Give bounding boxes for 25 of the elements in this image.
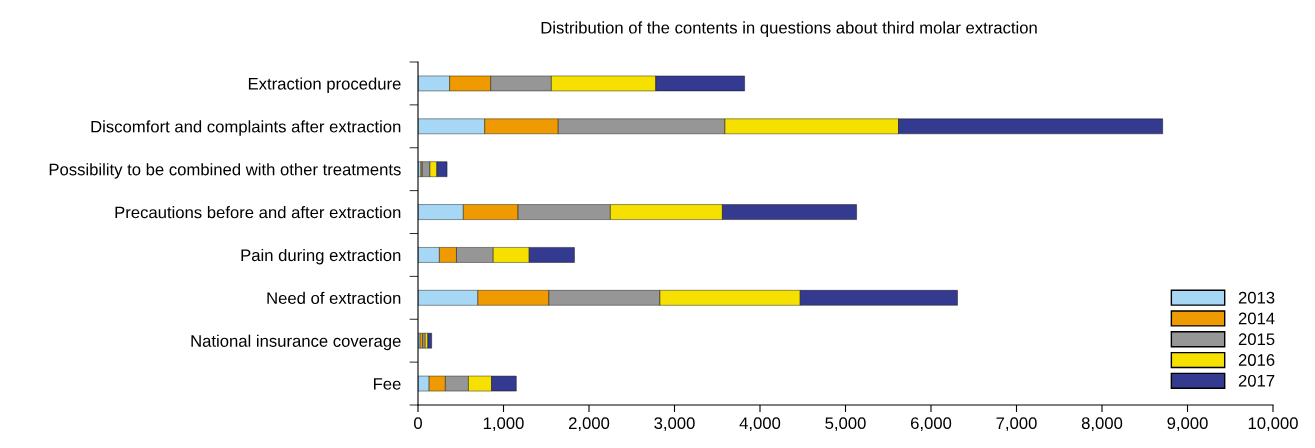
legend-label: 2015 bbox=[1238, 333, 1275, 346]
y-tick-label: Pain during extraction bbox=[241, 248, 401, 265]
legend-label: 2014 bbox=[1238, 312, 1275, 325]
x-tick-label: 3,000 bbox=[654, 417, 695, 432]
x-tick-label: 4,000 bbox=[739, 417, 781, 432]
x-tick-label: 0 bbox=[414, 417, 422, 430]
y-tick-label: Need of extraction bbox=[267, 291, 401, 305]
y-tick-label: Fee bbox=[373, 378, 401, 390]
y-tick-label: National insurance coverage bbox=[191, 334, 401, 351]
legend-label: 2013 bbox=[1238, 291, 1275, 304]
x-tick-label: 6,000 bbox=[910, 417, 952, 432]
x-tick-label: 5,000 bbox=[825, 417, 866, 432]
y-tick-label: Possibility to be combined with other treatments bbox=[49, 163, 401, 179]
chart-title: Distribution of the contents in questions about third molar extraction bbox=[541, 21, 1037, 37]
y-tick-label: Precautions before and after extraction bbox=[115, 206, 401, 219]
x-tick-label: 9,000 bbox=[1167, 417, 1208, 432]
y-tick-label: Discomfort and complaints after extraction bbox=[91, 120, 401, 136]
x-tick-label: 2,000 bbox=[568, 417, 610, 432]
x-tick-label: 7,000 bbox=[996, 417, 1037, 432]
x-tick-label: 8,000 bbox=[1081, 417, 1123, 432]
x-tick-label: 10,000 bbox=[1248, 417, 1298, 432]
legend-label: 2017 bbox=[1238, 374, 1275, 387]
y-tick-label: Extraction procedure bbox=[248, 77, 401, 93]
legend-label: 2016 bbox=[1238, 354, 1275, 366]
x-tick-label: 1,000 bbox=[483, 417, 524, 432]
